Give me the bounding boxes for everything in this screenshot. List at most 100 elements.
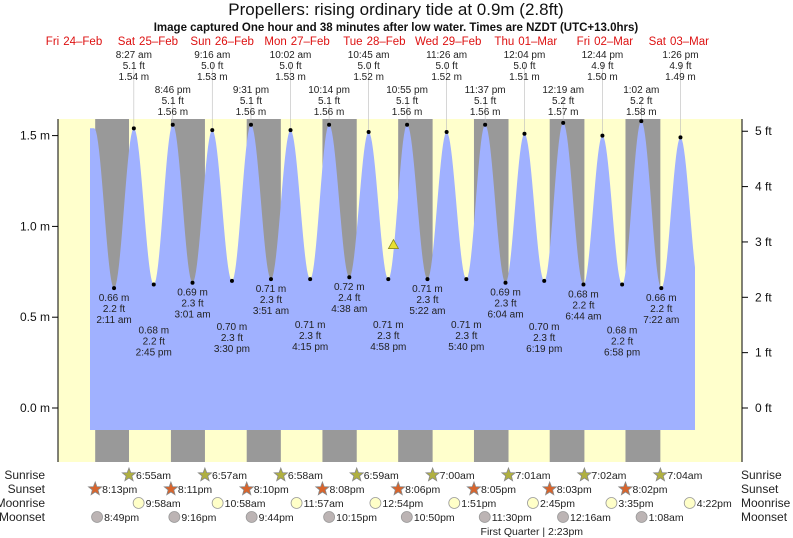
right-axis-label: 2 ft — [755, 290, 772, 304]
high-tide-point — [210, 128, 215, 133]
low-tide-time: 2:45 pm — [136, 348, 172, 359]
sunset-time: 8:08pm — [329, 484, 364, 496]
moonrise-icon — [605, 497, 618, 509]
high-tide-point — [248, 122, 253, 127]
sunrise-time: 6:55am — [136, 470, 171, 482]
sunset-time: 8:02pm — [632, 484, 667, 496]
low-tide-ft: 2.2 ft — [103, 304, 125, 315]
high-tide-time: 9:16 am — [194, 50, 230, 61]
low-tide-time: 6:58 pm — [604, 348, 640, 359]
low-tide-time: 4:38 am — [331, 304, 367, 315]
high-tide-time: 10:45 am — [348, 50, 390, 61]
high-tide-time: 11:26 am — [426, 50, 467, 61]
day-date: 29–Feb — [442, 36, 481, 48]
day-date: 27–Feb — [291, 36, 330, 48]
day-date: 25–Feb — [139, 36, 178, 48]
high-tide-ft: 5.1 ft — [123, 61, 145, 72]
low-tide-point — [503, 280, 508, 285]
high-tide-m: 1.53 m — [197, 72, 228, 83]
sunrise-time: 6:57am — [212, 470, 247, 482]
moonrise-row-label-left: Moonrise — [0, 496, 45, 510]
low-tide-m: 0.70 m — [217, 322, 248, 333]
current-tide-marker-icon — [387, 238, 400, 249]
moonset-time: 10:50pm — [414, 512, 455, 524]
moonrise-icon — [132, 497, 145, 509]
moonrise-time: 2:45pm — [540, 498, 575, 510]
high-tide-ft: 5.1 ft — [162, 96, 184, 107]
right-axis-label: 5 ft — [755, 124, 772, 138]
day-name: Wed — [415, 36, 438, 48]
high-tide-m: 1.53 m — [275, 72, 306, 83]
high-tide-point — [444, 129, 449, 134]
high-tide-m: 1.58 m — [626, 107, 657, 118]
moonset-time: 12:16am — [570, 512, 611, 524]
high-tide-m: 1.52 m — [431, 72, 462, 83]
low-tide-time: 4:15 pm — [292, 342, 328, 353]
sunrise-icon — [424, 466, 441, 482]
moonset-row-label-right: Moonset — [741, 510, 788, 524]
high-tide-m: 1.50 m — [587, 72, 618, 83]
low-tide-m: 0.68 m — [568, 290, 599, 301]
low-tide-m: 0.69 m — [490, 288, 521, 299]
moonset-time: 9:16pm — [181, 512, 216, 524]
high-tide-time: 10:14 pm — [308, 85, 350, 96]
low-tide-m: 0.66 m — [99, 293, 130, 304]
axes: 0.0 m 0.5 m 1.0 m 1.5 m 0 ft 1 ft 2 ft 3 ft 4 ft… — [20, 119, 772, 462]
low-tide-point — [581, 282, 586, 287]
high-tide-ft: 5.0 ft — [358, 61, 380, 72]
high-tide-m: 1.56 m — [470, 107, 501, 118]
day-name: Fri — [46, 36, 59, 48]
sunset-time: 8:05pm — [481, 484, 516, 496]
low-tide-ft: 2.3 ft — [181, 299, 203, 310]
high-tide-ft: 5.1 ft — [474, 96, 496, 107]
moonrise-row-label-right: Moonrise — [741, 496, 791, 510]
low-tide-time: 6:19 pm — [526, 344, 562, 355]
high-tide-time: 9:31 pm — [233, 85, 269, 96]
low-tide-ft: 2.2 ft — [650, 304, 672, 315]
moonset-icon — [245, 511, 258, 523]
high-tide-point — [131, 126, 136, 131]
day-date: 01–Mar — [518, 36, 557, 48]
moonset-time: 8:49pm — [104, 512, 139, 524]
low-tide-m: 0.68 m — [607, 326, 638, 337]
high-tide-point — [327, 122, 332, 127]
moonset-time: 10:15pm — [336, 512, 377, 524]
sunset-time: 8:06pm — [405, 484, 440, 496]
high-tide-ft: 5.0 ft — [513, 61, 535, 72]
low-tide-time: 3:30 pm — [214, 344, 250, 355]
moonset-time: 11:30pm — [492, 512, 532, 524]
sunset-icon — [87, 480, 103, 496]
low-tide-point — [347, 275, 352, 280]
high-tide-time: 1:02 am — [623, 85, 659, 96]
sunrise-time: 6:59am — [364, 470, 399, 482]
chart-title: Propellers: rising ordinary tide at 0.9m… — [228, 0, 563, 19]
high-tide-time: 11:37 pm — [465, 85, 506, 96]
left-axis-label: 1.0 m — [20, 219, 50, 233]
sunrise-row-label-left: Sunrise — [4, 468, 45, 482]
high-tide-point — [561, 120, 566, 125]
high-tide-time: 10:55 pm — [386, 85, 428, 96]
low-tide-point — [229, 278, 234, 283]
moonrise-icon — [290, 497, 303, 509]
high-tide-point — [366, 129, 371, 134]
sunrise-time: 7:04am — [667, 470, 702, 482]
sunrise-time: 7:01am — [516, 470, 551, 482]
moonset-time: 9:44pm — [259, 512, 294, 524]
moonrise-time: 4:22pm — [697, 498, 732, 510]
right-axis-label: 4 ft — [755, 180, 772, 194]
sunset-icon — [390, 480, 406, 496]
low-tide-time: 7:22 am — [643, 315, 679, 326]
sunrise-time: 6:58am — [288, 470, 323, 482]
sunrise-row-label-right: Sunrise — [741, 468, 782, 482]
high-tide-ft: 5.1 ft — [240, 96, 262, 107]
low-tide-m: 0.70 m — [529, 322, 560, 333]
moonset-icon — [91, 511, 103, 523]
sunrise-icon — [273, 466, 289, 482]
tide-labels: 8:27 am5.1 ft1.54 m8:46 pm5.1 ft1.56 m9:… — [46, 36, 709, 359]
low-tide-ft: 2.3 ft — [221, 333, 243, 344]
high-tide-point — [639, 119, 644, 124]
low-tide-time: 3:01 am — [174, 310, 210, 321]
sunset-icon — [163, 480, 179, 496]
low-tide-point — [620, 282, 625, 287]
moonset-time: 1:08am — [649, 512, 684, 524]
